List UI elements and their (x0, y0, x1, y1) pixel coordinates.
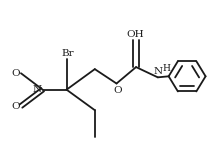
Text: Br: Br (61, 49, 74, 58)
Text: O: O (11, 102, 20, 111)
Text: H: H (162, 64, 170, 73)
Text: O: O (11, 69, 20, 78)
Text: O: O (113, 86, 122, 95)
Text: N: N (32, 85, 42, 94)
Text: OH: OH (126, 30, 144, 39)
Text: N: N (153, 67, 162, 76)
